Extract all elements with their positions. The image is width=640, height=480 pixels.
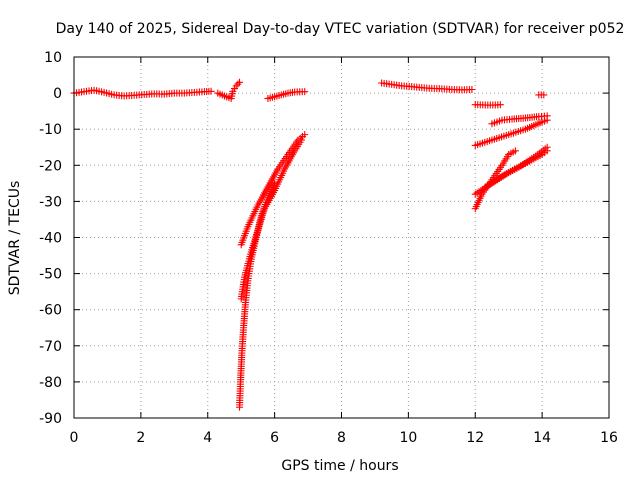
- data-point: [468, 85, 476, 93]
- data-point: [511, 147, 519, 155]
- y-tick-label: 0: [53, 86, 62, 102]
- series-arc-short-rise: [214, 78, 244, 103]
- y-tick-label: -70: [39, 339, 62, 355]
- data-marks: [70, 78, 551, 411]
- data-point: [540, 91, 548, 99]
- y-tick-label: -90: [39, 411, 62, 427]
- x-tick-label: 8: [337, 430, 346, 446]
- grid: [74, 57, 609, 418]
- series-descent-a: [237, 131, 309, 249]
- series-arc-early: [70, 86, 215, 100]
- data-point: [543, 112, 551, 120]
- data-point: [543, 143, 551, 151]
- data-point: [271, 179, 279, 187]
- x-tick-label: 6: [270, 430, 279, 446]
- y-tick-label: -60: [39, 303, 62, 319]
- series-arc-12-rise-b: [481, 143, 551, 191]
- x-tick-label: 14: [533, 430, 551, 446]
- series-arc-mid: [264, 88, 309, 103]
- series-arc-14-dot: [535, 91, 548, 99]
- x-axis-label: GPS time / hours: [281, 458, 398, 474]
- data-point: [207, 87, 215, 95]
- y-tick-label: -50: [39, 267, 62, 283]
- y-tick-label: -10: [39, 122, 62, 138]
- data-point: [236, 78, 244, 86]
- data-point: [301, 131, 309, 139]
- series-arc-12-upper: [488, 112, 551, 128]
- chart-title: Day 140 of 2025, Sidereal Day-to-day VTE…: [56, 21, 625, 37]
- y-axis-label: SDTVAR / TECUs: [7, 181, 23, 296]
- x-tick-label: 12: [466, 430, 484, 446]
- series-arc-12-flat: [471, 101, 504, 109]
- y-tick-label: 10: [44, 50, 62, 66]
- series-arc-late: [378, 79, 476, 94]
- series-descent-c: [236, 179, 279, 411]
- data-point: [297, 136, 305, 144]
- data-point: [234, 80, 242, 88]
- data-point: [301, 88, 309, 96]
- y-tick-labels: 10 0 -10 -20 -30 -40 -50 -60 -70 -80 -90: [39, 50, 62, 427]
- y-tick-label: -30: [39, 194, 62, 210]
- plot-frame: [73, 56, 610, 419]
- y-tick-label: -80: [39, 375, 62, 391]
- x-tick-label: 10: [399, 430, 417, 446]
- x-tick-labels: 0 2 4 6 8 10 12 14 16: [70, 430, 618, 446]
- x-tick-label: 4: [203, 430, 212, 446]
- x-tick-label: 2: [136, 430, 145, 446]
- x-tick-label: 0: [70, 430, 79, 446]
- y-tick-label: -20: [39, 158, 62, 174]
- y-tick-label: -40: [39, 231, 62, 247]
- x-tick-label: 16: [600, 430, 618, 446]
- data-point: [496, 101, 504, 109]
- series-arc-12-low: [471, 116, 551, 149]
